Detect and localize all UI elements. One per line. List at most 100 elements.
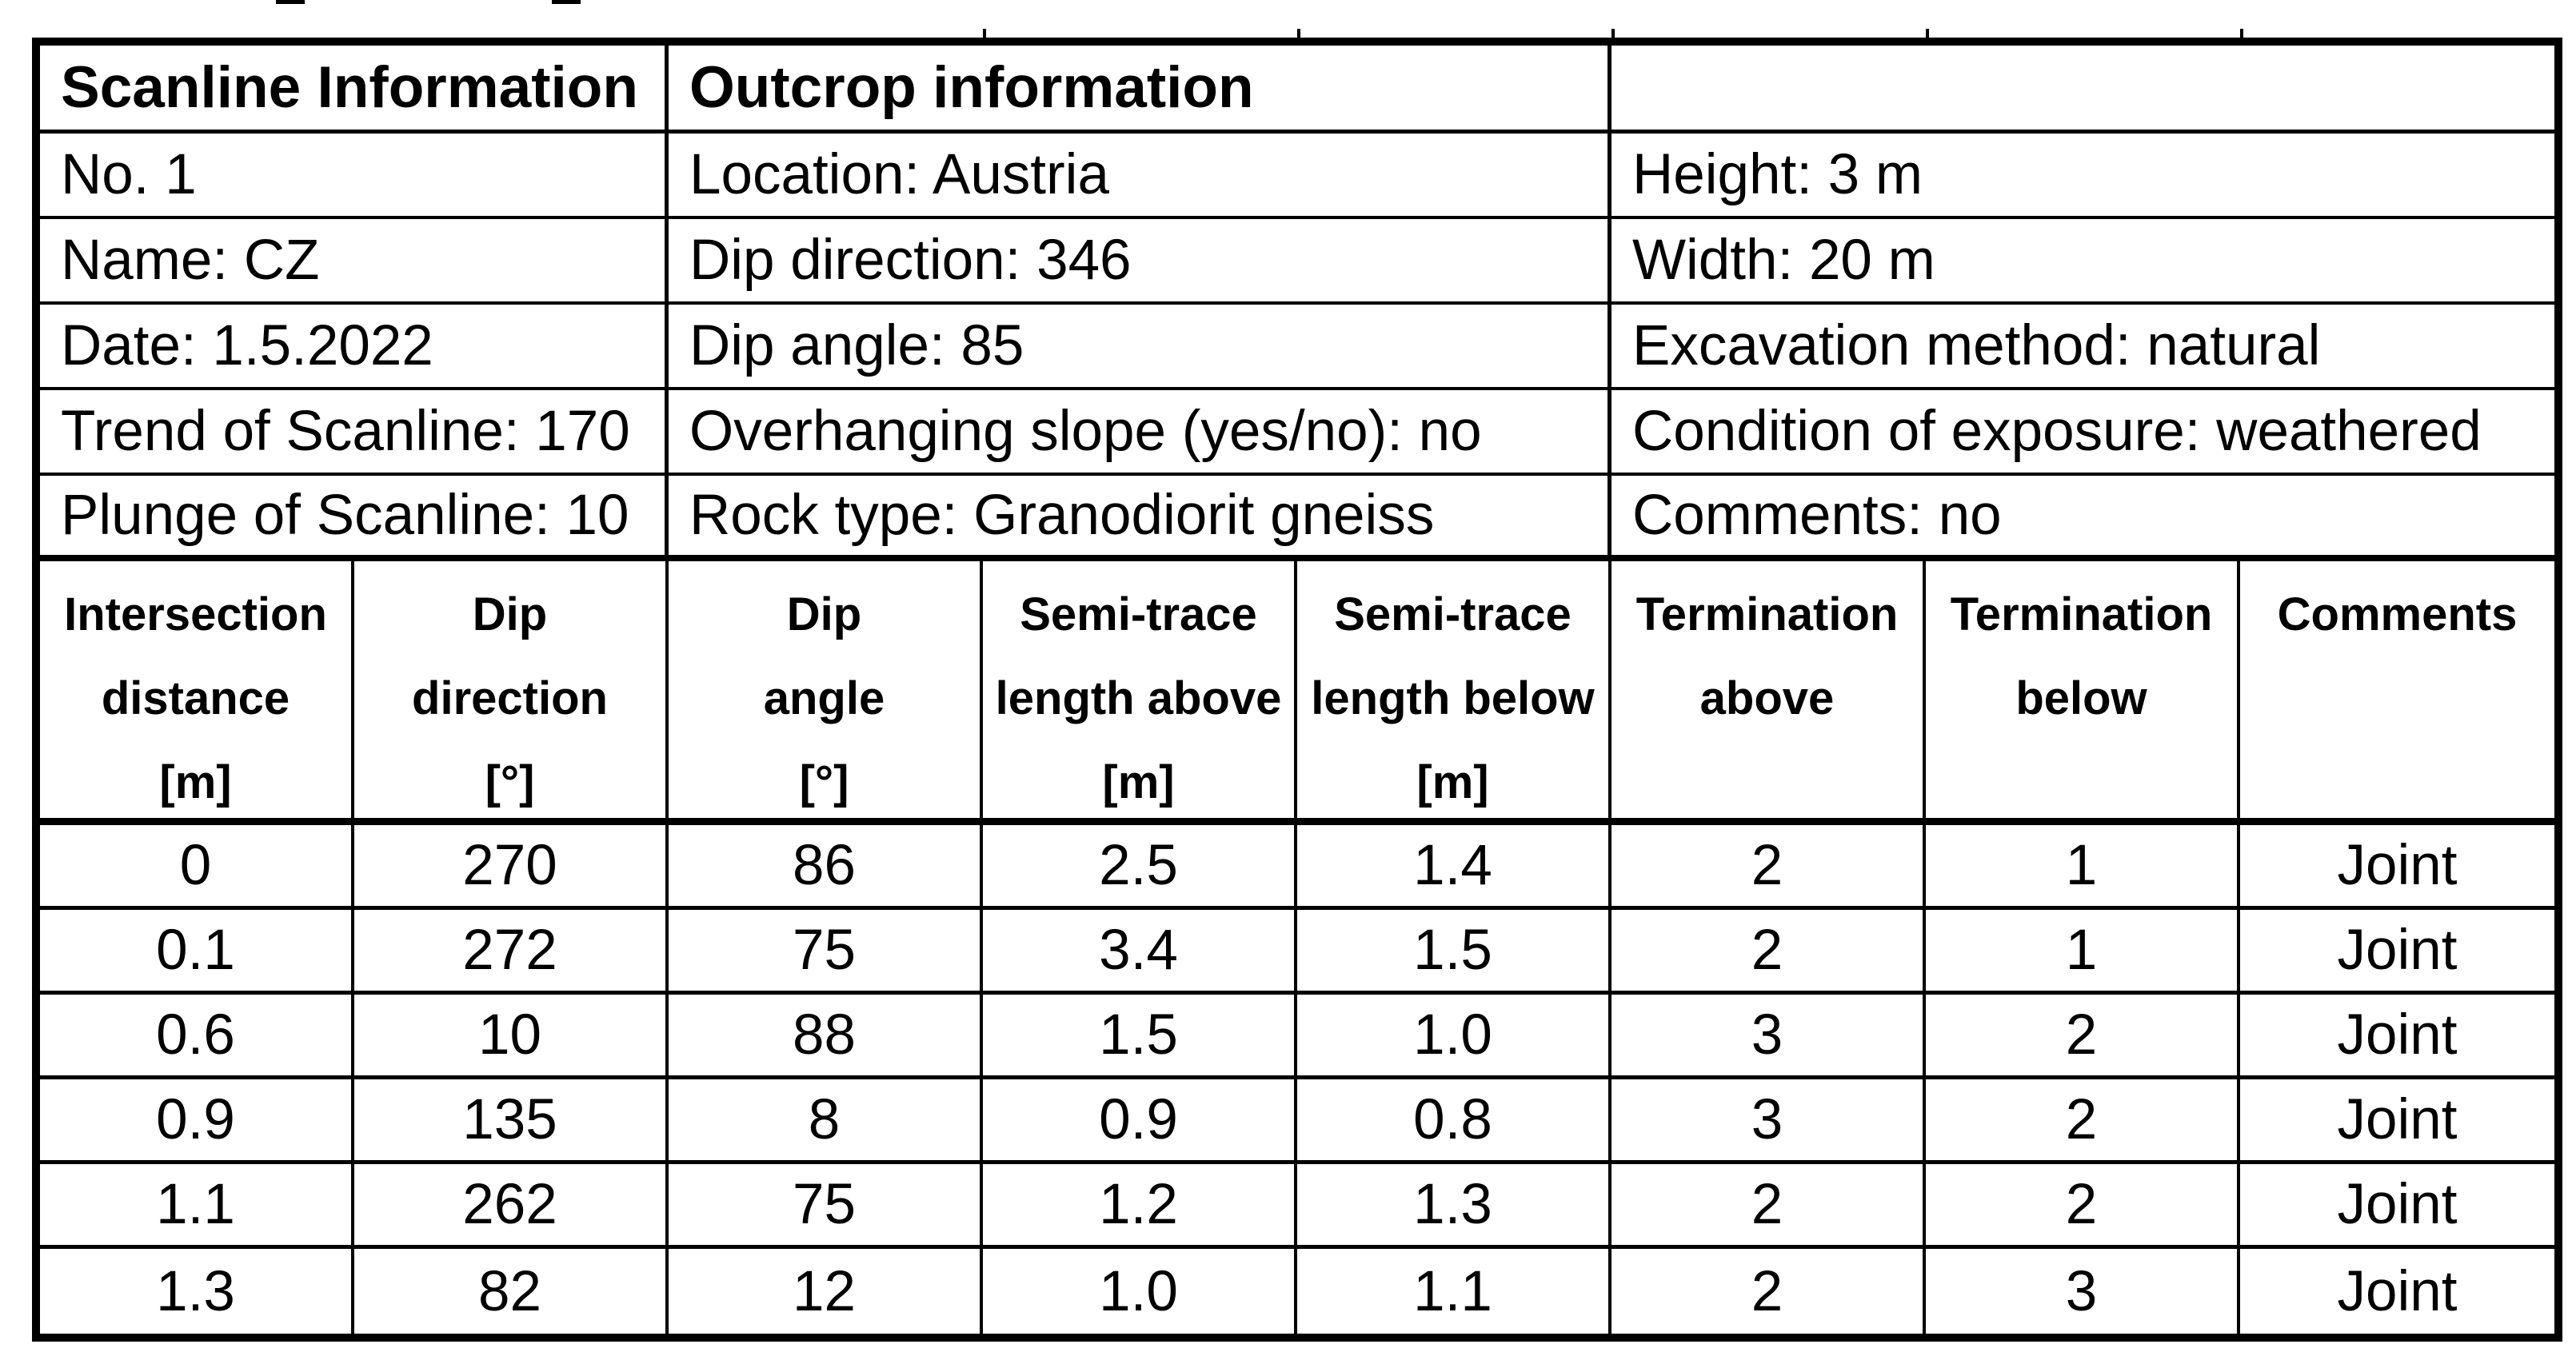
data-cell: 270 xyxy=(354,825,669,910)
data-cell: 2 xyxy=(1611,910,1926,995)
data-cell: 272 xyxy=(354,910,669,995)
info-cell-dip-angle: Dip angle: 85 xyxy=(669,305,1611,390)
header-line: Dip xyxy=(786,588,862,640)
info-cell-trend: Trend of Scanline: 170 xyxy=(40,390,669,476)
data-cell: 1.4 xyxy=(1297,825,1611,910)
data-cell: 8 xyxy=(669,1079,983,1164)
column-header-dip-direction: Dip direction [°] xyxy=(354,561,669,825)
column-header-semitrace-above: Semi-trace length above [m] xyxy=(983,561,1297,825)
info-cell-rock-type: Rock type: Granodiorit gneiss xyxy=(669,476,1611,561)
data-cell: 2 xyxy=(1611,1249,1926,1334)
data-cell: 1.3 xyxy=(1297,1164,1611,1249)
header-line: [m] xyxy=(1102,756,1175,808)
data-cell: 1.0 xyxy=(983,1249,1297,1334)
data-cell: 1.0 xyxy=(1297,995,1611,1079)
data-cell: 0.9 xyxy=(983,1079,1297,1164)
data-cell: 75 xyxy=(669,1164,983,1249)
data-cell: 1.1 xyxy=(40,1164,354,1249)
info-cell-name: Name: CZ xyxy=(40,219,669,305)
column-header-comments: Comments xyxy=(2240,561,2554,825)
data-cell: 82 xyxy=(354,1249,669,1334)
header-line: Dip xyxy=(472,588,548,640)
header-line: angle xyxy=(763,672,885,724)
info-cell-date: Date: 1.5.2022 xyxy=(40,305,669,390)
header-line: [m] xyxy=(1416,756,1489,808)
data-cell: Joint xyxy=(2240,910,2554,995)
header-line: Semi-trace xyxy=(1334,588,1572,640)
data-cell: 262 xyxy=(354,1164,669,1249)
data-cell: 1 xyxy=(1926,825,2240,910)
data-cell: 0 xyxy=(40,825,354,910)
data-cell: 2 xyxy=(1926,1079,2240,1164)
info-cell-plunge: Plunge of Scanline: 10 xyxy=(40,476,669,561)
data-cell: 0.6 xyxy=(40,995,354,1079)
section-title-blank xyxy=(1611,46,2554,134)
data-cell: 0.8 xyxy=(1297,1079,1611,1164)
data-cell: 0.1 xyxy=(40,910,354,995)
data-cell: Joint xyxy=(2337,1259,2458,1323)
info-section: Scanline Information Outcrop information… xyxy=(40,46,2554,561)
header-line: [m] xyxy=(159,756,232,808)
header-line: above xyxy=(1699,672,1835,724)
scan-artifact-dash xyxy=(552,0,581,4)
data-cell: 3 xyxy=(1611,1079,1926,1164)
data-cell: 10 xyxy=(354,995,669,1079)
column-header-dip-angle: Dip angle [°] xyxy=(669,561,983,825)
data-cell: 3 xyxy=(1611,995,1926,1079)
info-cell-condition: Condition of exposure: weathered xyxy=(1611,390,2554,476)
data-cell: 135 xyxy=(354,1079,669,1164)
header-line: [°] xyxy=(485,756,535,808)
data-cell: Joint xyxy=(2240,1079,2554,1164)
info-cell-comments: Comments: no xyxy=(1611,476,2554,561)
data-cell: 3.4 xyxy=(983,910,1297,995)
scan-artifact-dash xyxy=(276,0,305,4)
header-line: length above xyxy=(995,672,1282,724)
data-cell: 2 xyxy=(1926,1164,2240,1249)
data-cell: 86 xyxy=(669,825,983,910)
data-cell: 1.5 xyxy=(983,995,1297,1079)
info-cell-height: Height: 3 m xyxy=(1611,134,2554,219)
column-header-semitrace-below: Semi-trace length below [m] xyxy=(1297,561,1611,825)
data-cell: 2 xyxy=(1611,1164,1926,1249)
header-line: length below xyxy=(1311,672,1595,724)
data-cell: 12 xyxy=(669,1249,983,1334)
data-cell: 88 xyxy=(669,995,983,1079)
data-cell: 1.2 xyxy=(983,1164,1297,1249)
header-line: below xyxy=(2015,672,2147,724)
column-header-termination-below: Termination below xyxy=(1926,561,2240,825)
data-cell: 2 xyxy=(1926,995,2240,1079)
header-line: Termination xyxy=(1635,588,1899,640)
data-cell: 1.1 xyxy=(1297,1249,1611,1334)
data-cell: 2.5 xyxy=(983,825,1297,910)
data-cell: Joint xyxy=(2240,1164,2554,1249)
header-line: [°] xyxy=(799,756,849,808)
survey-table: Scanline Information Outcrop information… xyxy=(32,38,2562,1342)
data-cell: 3 xyxy=(1926,1249,2240,1334)
info-cell-location: Location: Austria xyxy=(669,134,1611,219)
header-line: direction xyxy=(412,672,608,724)
section-title-outcrop: Outcrop information xyxy=(669,46,1611,134)
log-data-section: 0 270 86 2.5 1.4 2 1 Joint 0.1 272 75 3.… xyxy=(40,825,2554,1334)
data-cell: 0.9 xyxy=(40,1079,354,1164)
info-cell-excavation: Excavation method: natural xyxy=(1611,305,2554,390)
info-cell-number: No. 1 xyxy=(40,134,669,219)
data-cell: Joint xyxy=(2240,825,2554,910)
header-line: distance xyxy=(101,672,290,724)
data-cell: 1 xyxy=(1926,910,2240,995)
header-line: Comments xyxy=(2277,588,2518,640)
header-line: Termination xyxy=(1950,588,2213,640)
header-line: Intersection xyxy=(64,588,327,640)
data-cell: 1.5 xyxy=(1297,910,1611,995)
data-cell: 2 xyxy=(1611,825,1926,910)
data-cell: 1.3 xyxy=(40,1249,354,1334)
data-cell: 75 xyxy=(669,910,983,995)
header-line: Semi-trace xyxy=(1020,588,1257,640)
column-header-termination-above: Termination above xyxy=(1611,561,1926,825)
info-cell-dip-direction: Dip direction: 346 xyxy=(669,219,1611,305)
info-cell-overhanging: Overhanging slope (yes/no): no xyxy=(669,390,1611,476)
section-title-scanline: Scanline Information xyxy=(40,46,669,134)
data-cell: Joint xyxy=(2240,995,2554,1079)
info-cell-width: Width: 20 m xyxy=(1611,219,2554,305)
column-header-intersection-distance: Intersection distance [m] xyxy=(40,561,354,825)
